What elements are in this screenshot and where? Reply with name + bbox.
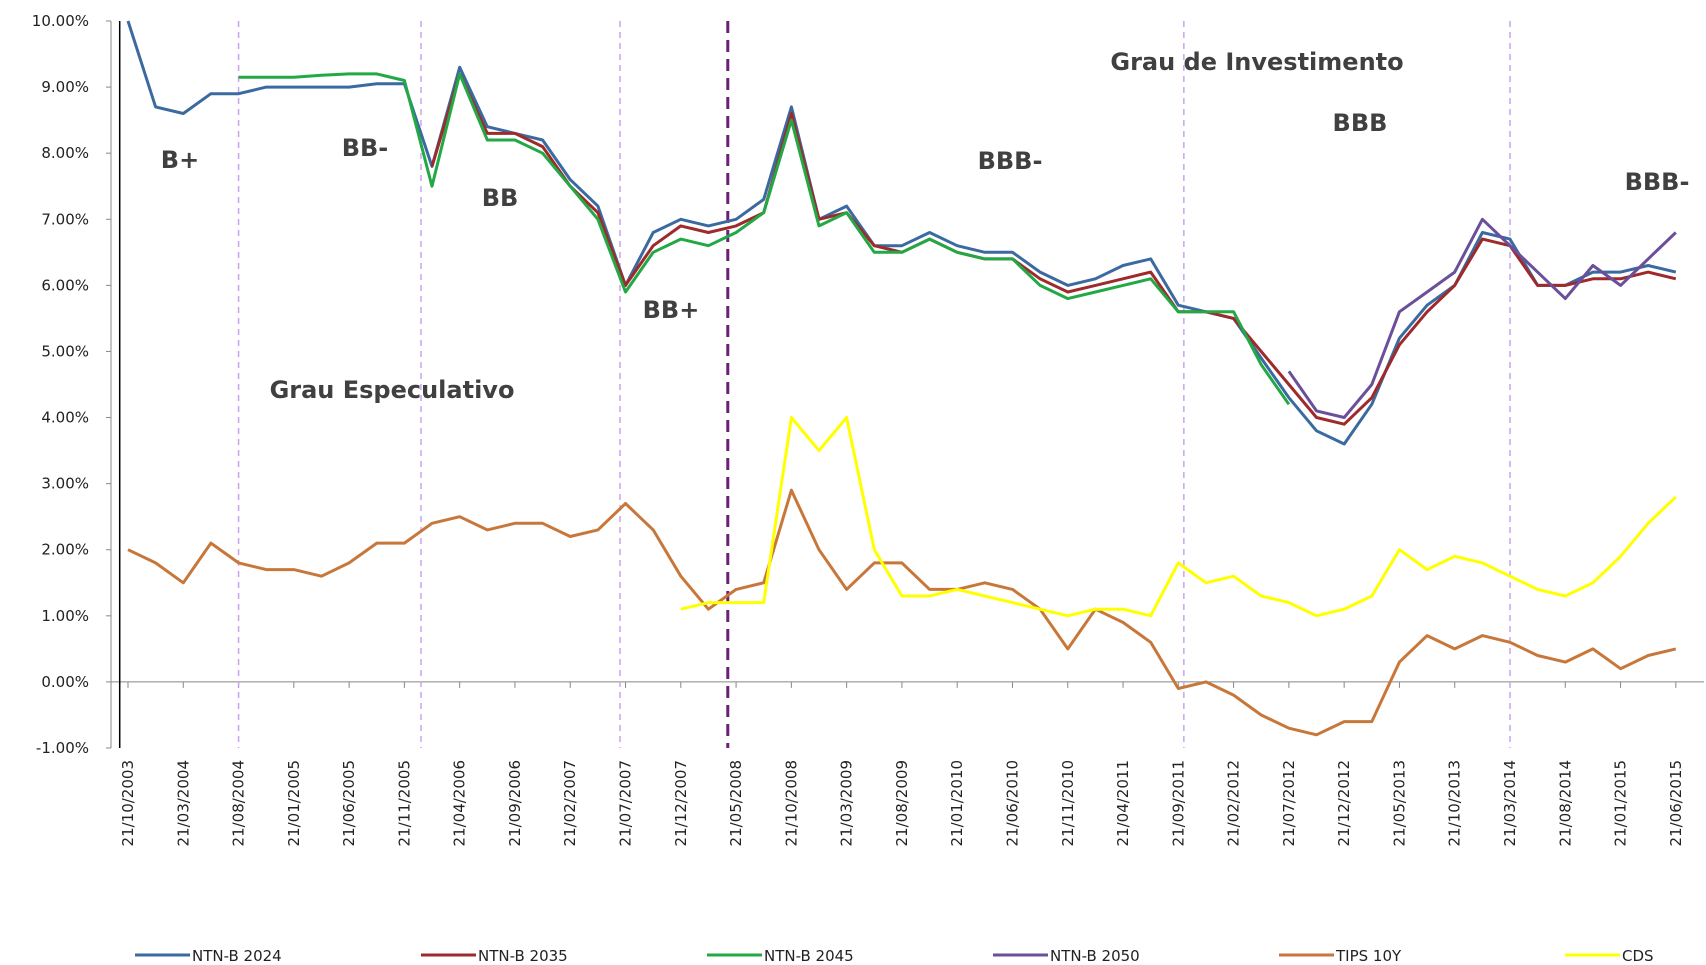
x-tick-label: 21/08/2004 [230, 760, 248, 846]
x-tick-label: 21/06/2015 [1667, 760, 1685, 846]
legend-label: CDS [1622, 947, 1654, 965]
legend-label: TIPS 10Y [1335, 947, 1402, 965]
y-tick-label: -1.00% [36, 739, 89, 757]
annotation: B+ [161, 146, 199, 174]
x-tick-label: 21/03/2009 [838, 760, 856, 846]
annotation: BB+ [643, 296, 700, 324]
legend-label: NTN-B 2045 [764, 947, 854, 965]
x-tick-label: 21/11/2005 [395, 760, 413, 846]
annotation: BBB- [1625, 168, 1690, 196]
x-tick-label: 21/01/2005 [285, 760, 303, 846]
annotation: BB- [342, 134, 389, 162]
legend-label: NTN-B 2024 [192, 947, 282, 965]
x-tick-label: 21/05/2013 [1390, 760, 1408, 846]
y-tick-label: 10.00% [32, 12, 89, 30]
x-tick-label: 21/10/2003 [119, 760, 137, 846]
x-tick-label: 21/03/2014 [1501, 760, 1519, 846]
x-tick-label: 21/02/2012 [1225, 760, 1243, 846]
series-line [238, 72, 1291, 406]
series-line [126, 20, 1677, 446]
x-tick-label: 21/06/2005 [340, 760, 358, 846]
legend-label: NTN-B 2050 [1050, 947, 1140, 965]
annotation: Grau Especulativo [270, 376, 515, 404]
x-tick-label: 21/11/2010 [1059, 760, 1077, 846]
y-tick-label: 8.00% [41, 144, 89, 162]
series-line [1287, 217, 1677, 419]
x-tick-label: 21/01/2015 [1612, 760, 1630, 846]
y-tick-label: 2.00% [41, 541, 89, 559]
x-tick-label: 21/12/2007 [672, 760, 690, 846]
annotation: Grau de Investimento [1110, 48, 1403, 76]
x-tick-label: 21/07/2012 [1280, 760, 1298, 846]
x-tick-label: 21/08/2009 [893, 760, 911, 846]
x-tick-label: 21/09/2011 [1169, 760, 1187, 846]
y-tick-label: 0.00% [41, 673, 89, 691]
x-tick-label: 21/01/2010 [948, 760, 966, 846]
x-tick-label: 21/06/2010 [1003, 760, 1021, 846]
annotation: BB [482, 184, 519, 212]
y-tick-label: 5.00% [41, 342, 89, 360]
x-tick-label: 21/07/2007 [617, 760, 635, 846]
x-tick-label: 21/10/2008 [782, 760, 800, 846]
x-tick-label: 21/09/2006 [506, 760, 524, 846]
x-tick-label: 21/12/2012 [1335, 760, 1353, 846]
series-line [430, 72, 1677, 426]
x-tick-label: 21/10/2013 [1446, 760, 1464, 846]
x-tick-label: 21/04/2011 [1114, 760, 1132, 846]
x-tick-label: 21/05/2008 [727, 760, 745, 846]
y-tick-label: 7.00% [41, 210, 89, 228]
y-tick-label: 3.00% [41, 475, 89, 493]
y-tick-label: 1.00% [41, 607, 89, 625]
x-tick-label: 21/04/2006 [451, 760, 469, 846]
x-tick-label: 21/08/2014 [1556, 760, 1574, 846]
y-tick-label: 9.00% [41, 78, 89, 96]
series-line [127, 488, 1677, 737]
y-tick-label: 6.00% [41, 276, 89, 294]
y-tick-label: 4.00% [41, 409, 89, 427]
x-tick-label: 21/02/2007 [561, 760, 579, 846]
x-tick-label: 21/03/2004 [174, 760, 192, 846]
series-line [680, 416, 1677, 618]
legend-label: NTN-B 2035 [478, 947, 568, 965]
annotation: BBB [1333, 109, 1388, 137]
annotation: BBB- [978, 147, 1043, 175]
